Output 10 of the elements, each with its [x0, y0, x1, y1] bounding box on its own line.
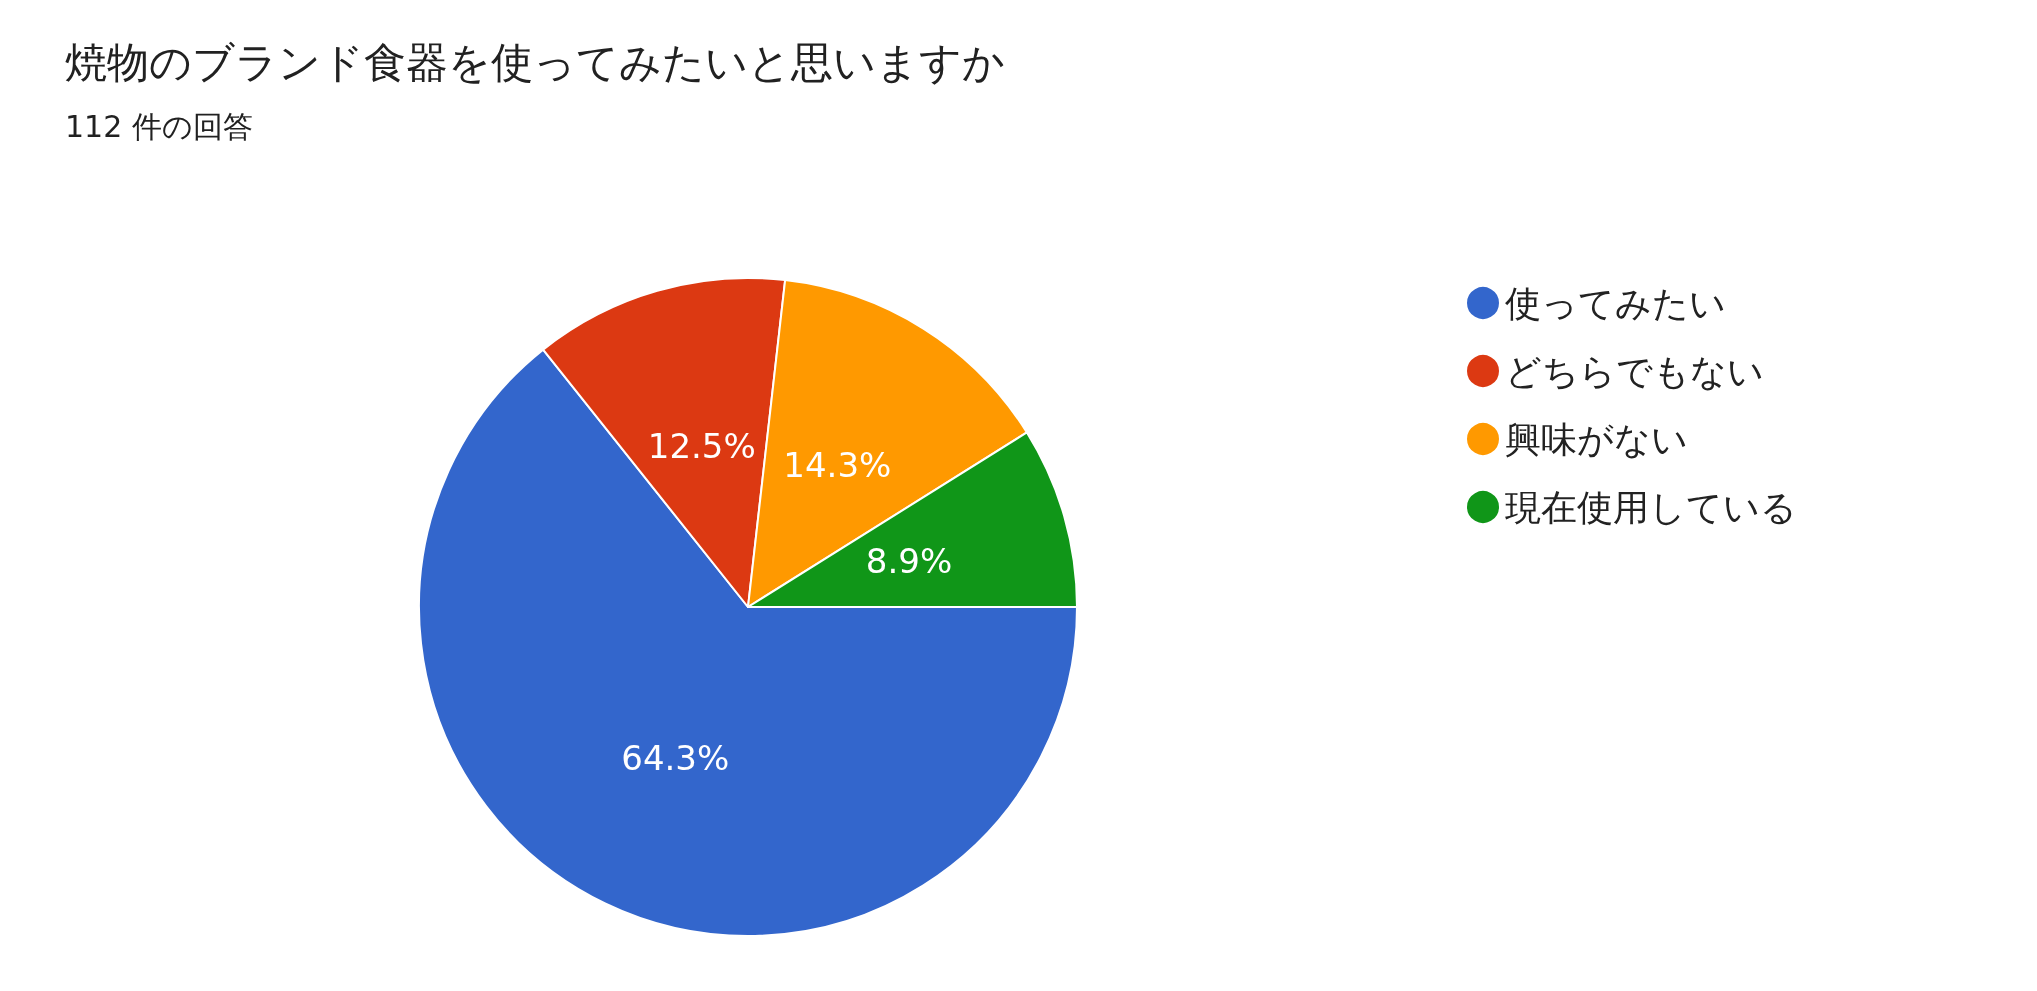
data-label: 8.9% — [865, 540, 953, 581]
legend-label: 現在使用している — [1505, 486, 1797, 528]
data-label: 64.3% — [621, 737, 730, 778]
legend-label: 使ってみたい — [1505, 282, 1726, 324]
data-label: 14.3% — [783, 445, 892, 486]
chart-title: 焼物のブランド食器を使ってみたいと思いますか — [65, 37, 1005, 87]
text: 112 件の回答 — [65, 108, 253, 144]
data-label: 12.5% — [647, 426, 756, 466]
legend-label: 興味がない — [1505, 418, 1688, 460]
legend-label: どちらでもない — [1505, 350, 1764, 392]
